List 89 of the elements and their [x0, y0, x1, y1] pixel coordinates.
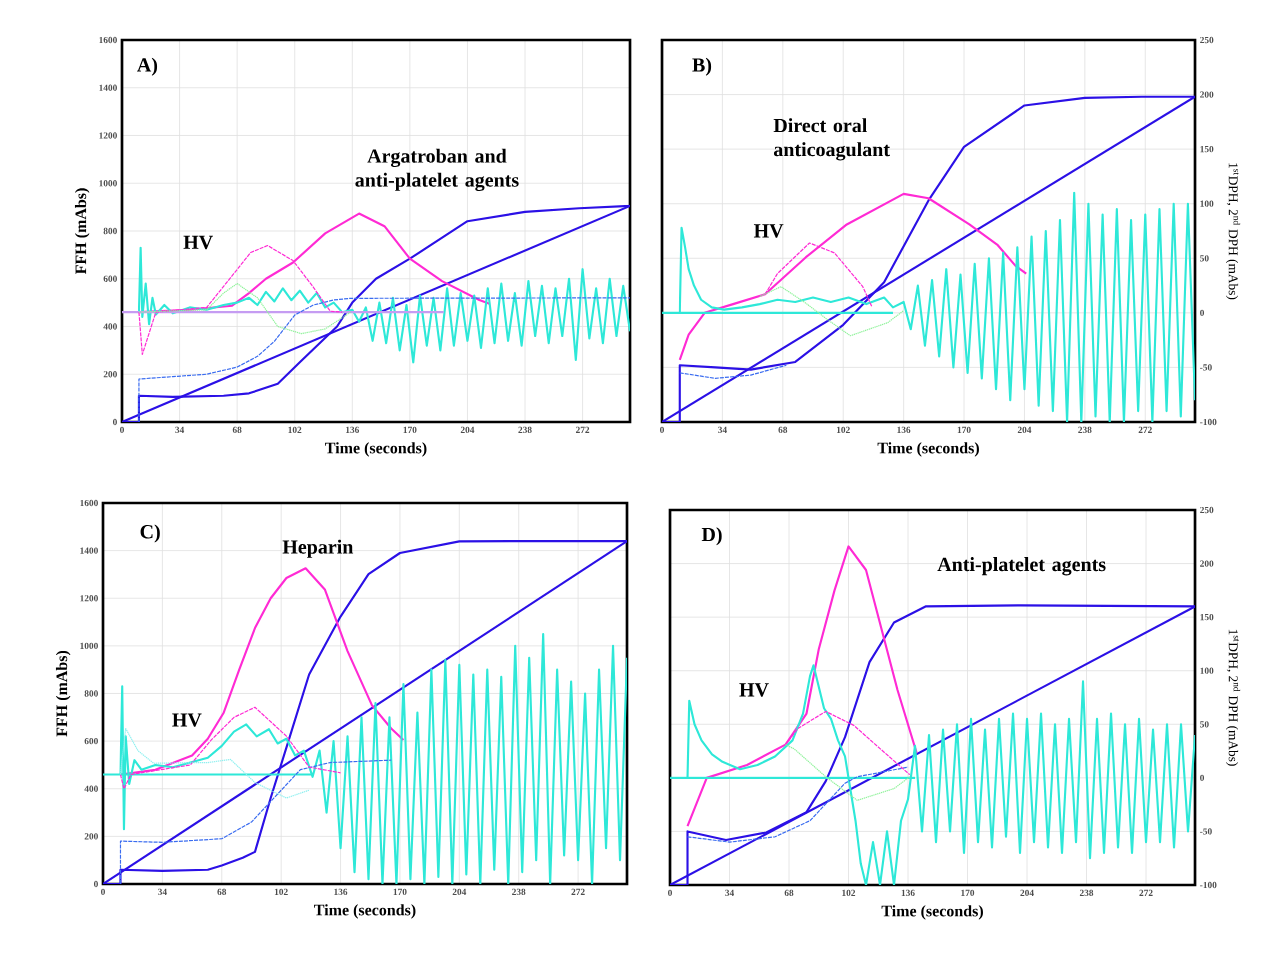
annotation: Anti-platelet agents: [937, 557, 1106, 576]
y-axis-title: FFH (mAbs): [55, 650, 71, 737]
x-tick-label: 272: [1138, 426, 1152, 433]
x-tick-label: 238: [512, 888, 526, 895]
y-tick-label: 400: [103, 323, 117, 330]
x-tick-label: 68: [217, 888, 227, 895]
x-axis-title: Time (seconds): [325, 442, 427, 457]
x-tick-label: 34: [725, 889, 735, 896]
annotation: Direct oral anticoagulant: [773, 118, 890, 161]
y2-tick-label: -50: [1200, 364, 1212, 371]
x-tick-label: 170: [393, 888, 407, 895]
x-tick-label: 0: [660, 426, 664, 433]
y2-axis-title: 1$^{st}$DPH, 2$^{nd}$ DPH (mAbs): [1225, 629, 1241, 766]
x-tick-label: 204: [460, 426, 475, 433]
x-tick-label: 34: [158, 888, 167, 895]
x-tick-label: 102: [836, 426, 850, 433]
y2-tick-label: 150: [1200, 613, 1214, 621]
x-tick-label: 170: [957, 426, 971, 433]
y-tick-label: 0: [93, 880, 98, 888]
x-tick-label: 238: [518, 426, 532, 433]
y2-tick-label: 0: [1200, 774, 1205, 781]
y-tick-label: 800: [103, 227, 117, 235]
text: D): [701, 527, 722, 546]
x-tick-label: 68: [784, 889, 794, 896]
y-tick-label: 1400: [99, 84, 117, 91]
y-tick-label: 200: [84, 833, 98, 840]
x-tick-label: 204: [1020, 889, 1034, 896]
y2-tick-label: -100: [1200, 881, 1217, 889]
x-tick-label: 102: [274, 888, 288, 895]
x-tick-label: 238: [1079, 889, 1094, 896]
x-tick-label: 0: [668, 889, 672, 896]
x-tick-label: 170: [961, 889, 975, 896]
annotation: HV: [739, 683, 769, 697]
y-axis-title: FFH (mAbs): [74, 188, 90, 275]
annotation: Heparin: [282, 539, 354, 558]
annotation: HV: [172, 713, 202, 727]
y2-tick-label: 100: [1200, 200, 1214, 207]
x-tick-label: 272: [571, 888, 585, 895]
x-tick-label: 238: [1078, 426, 1092, 433]
y-tick-label: 1200: [80, 595, 98, 602]
x-tick-label: 272: [575, 426, 590, 433]
y-tick-label: 600: [103, 275, 117, 282]
y2-tick-label: 100: [1200, 667, 1214, 674]
x-tick-label: 68: [778, 426, 788, 433]
y2-tick-label: 200: [1200, 91, 1214, 98]
y2-tick-label: 0: [1200, 309, 1205, 316]
annotation: HV: [753, 224, 784, 238]
x-tick-label: 0: [120, 426, 124, 433]
x-tick-label: 68: [232, 426, 242, 433]
y-tick-label: 0: [112, 418, 117, 426]
y2-tick-label: 50: [1200, 255, 1209, 262]
y2-tick-label: 250: [1200, 506, 1214, 514]
y-tick-label: 1400: [80, 547, 98, 554]
y-tick-label: 600: [84, 737, 98, 745]
x-tick-label: 204: [1017, 426, 1032, 433]
x-tick-label: 136: [346, 426, 360, 433]
y-tick-label: 200: [103, 371, 117, 378]
annotation: Argatroban and anti-platelet agents: [355, 148, 519, 192]
x-tick-label: 170: [403, 426, 417, 433]
y2-tick-label: -100: [1200, 418, 1217, 426]
y2-tick-label: -50: [1200, 828, 1212, 835]
x-tick-label: 102: [288, 426, 302, 433]
y2-tick-label: 50: [1200, 721, 1209, 728]
y2-tick-label: 150: [1200, 145, 1214, 153]
y-tick-label: 1000: [80, 642, 98, 650]
x-axis-title: Time (seconds): [881, 905, 983, 920]
x-tick-label: 34: [175, 426, 185, 433]
y2-tick-label: 200: [1200, 560, 1214, 567]
y-tick-label: 1200: [99, 132, 117, 139]
text: C): [140, 524, 160, 543]
x-tick-label: 136: [897, 426, 911, 433]
x-tick-label: 204: [452, 888, 467, 895]
x-tick-label: 34: [718, 426, 727, 433]
y-tick-label: 400: [84, 785, 98, 792]
x-axis-title: Time (seconds): [877, 442, 979, 457]
y-tick-label: 1000: [99, 180, 117, 187]
x-axis-title: Time (seconds): [314, 904, 416, 919]
text: A): [137, 57, 158, 76]
annotation: HV: [183, 235, 213, 250]
x-tick-label: 136: [334, 888, 348, 895]
y-tick-label: 1600: [80, 499, 98, 507]
y2-axis-title: 1$^{st}$DPH, 2$^{nd}$ DPH (mAbs): [1225, 163, 1241, 300]
y-tick-label: 800: [84, 690, 98, 697]
x-tick-label: 272: [1139, 889, 1153, 896]
x-tick-label: 136: [901, 889, 915, 896]
x-tick-label: 102: [842, 889, 856, 896]
y2-tick-label: 250: [1200, 36, 1214, 44]
y-tick-label: 1600: [99, 36, 117, 44]
text: B): [692, 57, 712, 76]
